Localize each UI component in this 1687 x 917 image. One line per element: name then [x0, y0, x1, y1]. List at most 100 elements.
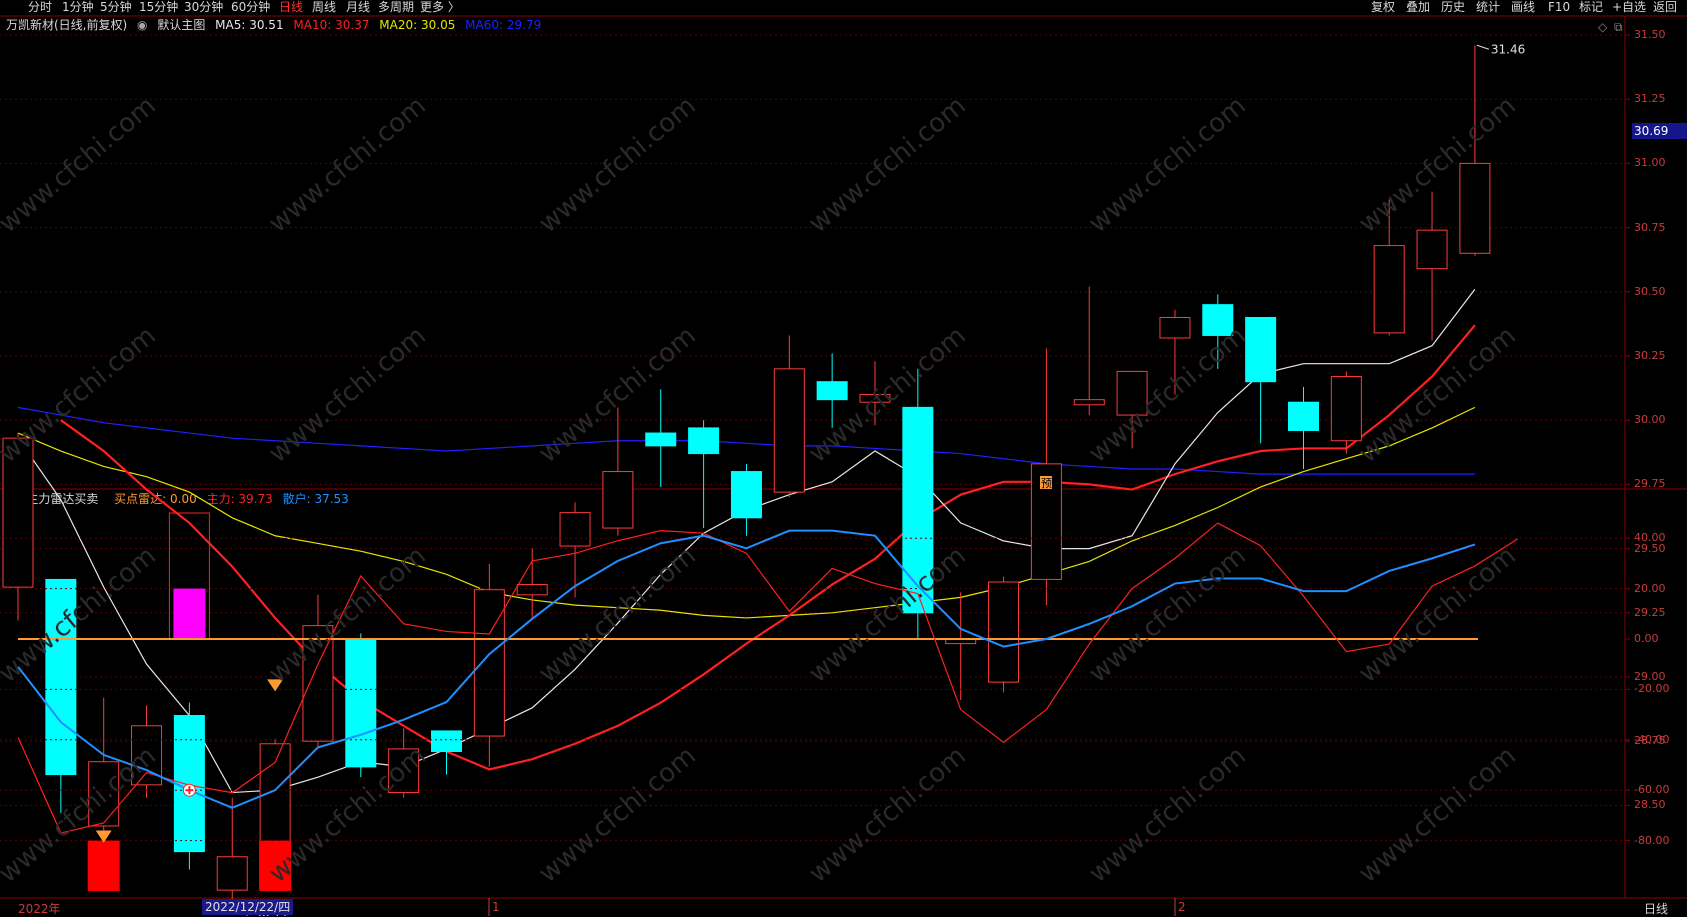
- ma10-value: MA10: 30.37: [293, 18, 370, 32]
- candle-body: [645, 432, 677, 447]
- price-tick-label: 31.00: [1634, 156, 1666, 170]
- indicator-title[interactable]: 主力雷达买卖: [26, 492, 99, 506]
- price-tick-label: 30.75: [1634, 220, 1666, 234]
- indicator-legend: ◉ 主力雷达买卖 买点雷达: 0.00 主力: 39.73 散户: 37.53: [6, 491, 355, 507]
- main-force-value: 主力: 39.73: [206, 492, 273, 506]
- candle-body: [1116, 370, 1148, 416]
- indicator-tick-label: -20.00: [1634, 682, 1670, 696]
- main-force-line: [17, 522, 1519, 834]
- price-tick-label: 31.50: [1634, 28, 1666, 41]
- toolbar-action-6[interactable]: 标记: [1579, 0, 1604, 14]
- candle-body: [1373, 245, 1405, 334]
- month-2-label: 2: [1178, 900, 1186, 914]
- price-tick-label: 29.50: [1634, 541, 1666, 555]
- template-toggle-icon[interactable]: ◉: [137, 18, 148, 32]
- candle-body: [45, 578, 77, 776]
- price-tick-label: 29.75: [1634, 477, 1666, 491]
- toolbar-tab-4[interactable]: 30分钟: [184, 0, 224, 14]
- candle-body: [559, 512, 591, 547]
- indicator-tick-label: -80.00: [1634, 833, 1670, 847]
- candle-body: [1202, 304, 1234, 336]
- stock-title[interactable]: 万凯新材(日线,前复权): [6, 18, 128, 32]
- price-tick-label: 30.25: [1634, 349, 1666, 362]
- toolbar-action-2[interactable]: 历史: [1441, 0, 1466, 14]
- toolbar-tab-0[interactable]: 分时: [28, 0, 53, 14]
- candle-body: [688, 427, 720, 455]
- toolbar-tab-3[interactable]: 15分钟: [139, 0, 179, 14]
- magenta-bar: [173, 588, 206, 639]
- year-label: 2022年: [18, 902, 61, 916]
- candle-body: [259, 743, 291, 850]
- toolbar-tab-1[interactable]: 1分钟: [62, 0, 94, 14]
- toolbar-action-0[interactable]: 复权: [1371, 0, 1396, 14]
- price-tick-label: 29.00: [1634, 670, 1666, 683]
- candle-body: [345, 637, 377, 768]
- price-tick-label: 28.75: [1634, 734, 1666, 748]
- diamond-marker-2: [267, 679, 284, 692]
- period-toolbar: 分时 1分钟 5分钟 15分钟 30分钟 60分钟 日线 周线 月线 多周期 更多 〉 复权 叠加 历史统…: [0, 0, 1687, 15]
- diamond-icon[interactable]: ◇: [1598, 20, 1608, 34]
- toolbar-action-3[interactable]: 统计: [1476, 0, 1501, 14]
- candle-body: [431, 730, 462, 752]
- toolbar-tab-8[interactable]: 月线: [346, 0, 371, 14]
- ma20-value: MA20: 30.05: [379, 18, 456, 32]
- ma60-line: [17, 406, 1475, 475]
- toolbar-tab-7[interactable]: 周线: [312, 0, 337, 14]
- restore-window-icon[interactable]: ⧉: [1614, 20, 1623, 34]
- indicator-tick-label: 20.00: [1634, 581, 1666, 595]
- high-pointer: [1476, 44, 1490, 50]
- toolbar-tab-10[interactable]: 更多 〉: [420, 0, 460, 14]
- candle-body: [859, 394, 891, 403]
- toolbar-action-5[interactable]: F10: [1548, 0, 1571, 14]
- retail-value: 散户: 37.53: [282, 492, 349, 506]
- toolbar-action-4[interactable]: 画线: [1511, 0, 1536, 14]
- period-indicator[interactable]: 日线: [1644, 902, 1669, 916]
- indicator-tick-label: -40.00: [1634, 732, 1670, 746]
- month-1-label: 1: [492, 900, 500, 914]
- candle-body: [388, 748, 420, 794]
- candle-body: [988, 581, 1020, 683]
- buy-radar-value: 买点雷达: 0.00: [114, 492, 197, 506]
- price-tick-label: 30.50: [1634, 284, 1666, 298]
- candle-body: [1245, 316, 1277, 383]
- price-tick-label: 28.50: [1634, 798, 1666, 812]
- toolbar-tab-9[interactable]: 多周期: [378, 0, 415, 14]
- toolbar-action-7[interactable]: +自选: [1612, 0, 1647, 14]
- ma10-line: [60, 324, 1476, 771]
- template-label[interactable]: 默认主图: [157, 18, 206, 32]
- candle-body: [88, 761, 120, 827]
- candle-body: [730, 471, 762, 519]
- price-tick-label: 30.00: [1634, 413, 1666, 427]
- toolbar-tab-2[interactable]: 5分钟: [100, 0, 132, 14]
- ma60-value: MA60: 29.79: [465, 18, 542, 32]
- candle-body: [216, 856, 248, 891]
- candle-body: [602, 471, 634, 529]
- diamond-marker-1: [95, 830, 112, 843]
- price-tick-label: 31.25: [1634, 92, 1666, 106]
- high-price-label: 31.46: [1491, 42, 1525, 56]
- candle-body: [473, 589, 505, 737]
- toolbar-action-1[interactable]: 叠加: [1406, 0, 1431, 14]
- indicator-tick-label: -60.00: [1634, 783, 1670, 797]
- candle-body: [1073, 399, 1105, 406]
- candle-body: [1159, 316, 1191, 339]
- red-sell-bar-2: [259, 840, 292, 891]
- red-sell-bar-1: [87, 840, 120, 891]
- forecast-marker-box: [1040, 476, 1052, 489]
- indicator-tick-label: 40.00: [1634, 531, 1666, 545]
- current-price-badge: 30.69: [1632, 123, 1687, 139]
- toolbar-tab-5[interactable]: 60分钟: [231, 0, 271, 14]
- candle-body: [902, 406, 934, 614]
- toolbar-action-8[interactable]: 返回: [1653, 0, 1678, 14]
- date-cursor-label: 2022/12/22/四: [202, 899, 294, 915]
- ma5-value: MA5: 30.51: [215, 18, 284, 32]
- candle-body: [773, 368, 805, 493]
- indicator-tick-label: 0.00: [1634, 632, 1659, 645]
- candle-body: [816, 381, 848, 401]
- main-chart-legend: 万凯新材(日线,前复权) ◉ 默认主图 MA5: 30.51 MA10: 30.…: [6, 17, 547, 33]
- forecast-marker-label: 预: [1041, 477, 1052, 490]
- ma20-line: [17, 406, 1476, 619]
- toolbar-tab-6[interactable]: 日线: [279, 0, 304, 14]
- price-tick-label: 29.25: [1634, 605, 1666, 619]
